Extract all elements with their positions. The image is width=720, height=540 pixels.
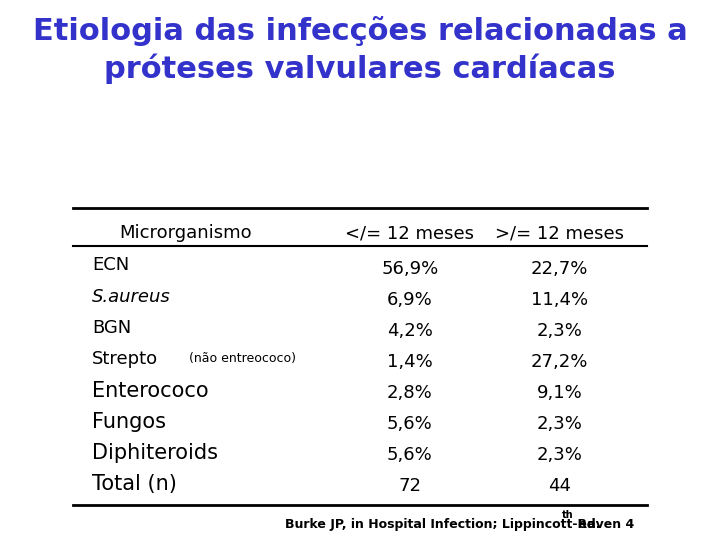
Text: 2,8%: 2,8%	[387, 384, 433, 402]
Text: Total (n): Total (n)	[92, 474, 177, 494]
Text: 27,2%: 27,2%	[531, 353, 588, 371]
Text: 22,7%: 22,7%	[531, 260, 588, 278]
Text: BGN: BGN	[92, 319, 131, 336]
Text: 2,3%: 2,3%	[536, 322, 582, 340]
Text: Fungos: Fungos	[92, 411, 166, 432]
Text: 2,3%: 2,3%	[536, 446, 582, 464]
Text: 9,1%: 9,1%	[536, 384, 582, 402]
Text: 4,2%: 4,2%	[387, 322, 433, 340]
Text: 1,4%: 1,4%	[387, 353, 433, 371]
Text: 5,6%: 5,6%	[387, 446, 433, 464]
Text: >/= 12 meses: >/= 12 meses	[495, 224, 624, 242]
Text: Strepto: Strepto	[92, 350, 158, 368]
Text: (não entreococo): (não entreococo)	[189, 352, 296, 366]
Text: 72: 72	[398, 477, 421, 495]
Text: Enterococo: Enterococo	[92, 381, 209, 401]
Text: S.aureus: S.aureus	[92, 287, 171, 306]
Text: 5,6%: 5,6%	[387, 415, 433, 433]
Text: 44: 44	[548, 477, 571, 495]
Text: ECN: ECN	[92, 256, 130, 274]
Text: Etiologia das infecções relacionadas a
próteses valvulares cardíacas: Etiologia das infecções relacionadas a p…	[32, 16, 688, 84]
Text: </= 12 meses: </= 12 meses	[346, 224, 474, 242]
Text: 2,3%: 2,3%	[536, 415, 582, 433]
Text: Burke JP, in Hospital Infection; Lippincott-Raven 4: Burke JP, in Hospital Infection; Lippinc…	[285, 518, 634, 531]
Text: ed.: ed.	[574, 518, 600, 531]
Text: Diphiteroids: Diphiteroids	[92, 443, 218, 463]
Text: 11,4%: 11,4%	[531, 291, 588, 309]
Text: th: th	[562, 510, 574, 520]
Text: 56,9%: 56,9%	[381, 260, 438, 278]
Text: 6,9%: 6,9%	[387, 291, 433, 309]
Text: Microrganismo: Microrganismo	[120, 224, 252, 242]
